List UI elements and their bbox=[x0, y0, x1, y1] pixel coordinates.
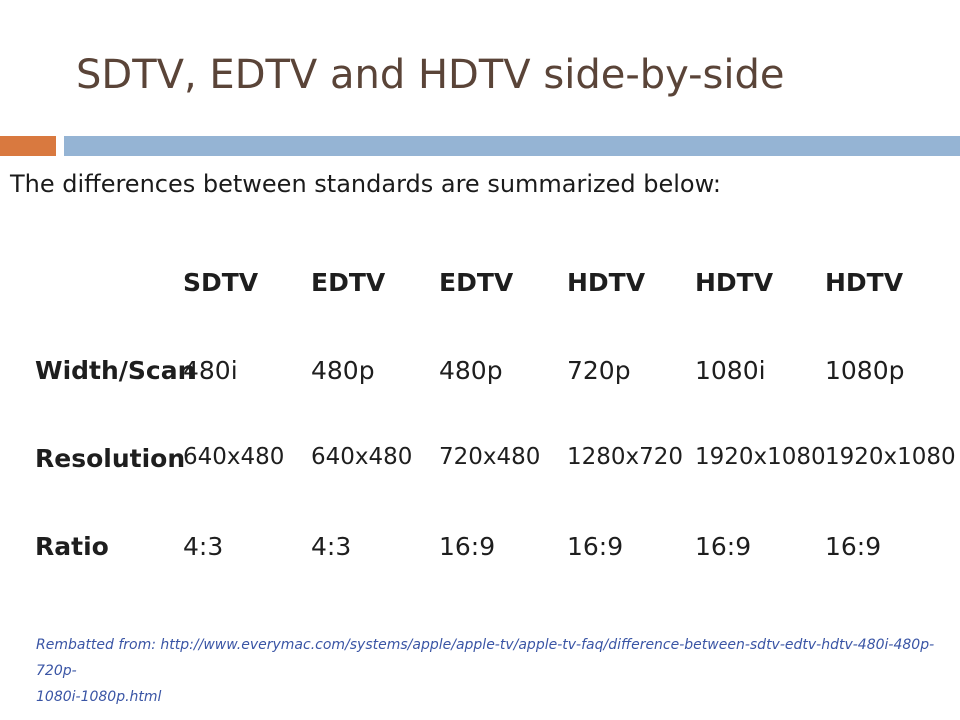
slide-title: SDTV, EDTV and HDTV side-by-side bbox=[76, 52, 785, 98]
column-header: HDTV bbox=[567, 268, 646, 297]
table-cell: 16:9 bbox=[825, 532, 882, 561]
table-cell: 16:9 bbox=[567, 532, 624, 561]
intro-text: The differences between standards are su… bbox=[10, 170, 722, 198]
column-header: HDTV bbox=[695, 268, 774, 297]
table-cell: 4:3 bbox=[183, 532, 224, 561]
source-line[interactable]: 1080i-1080p.html bbox=[36, 689, 162, 705]
table-cell: 640x480 bbox=[183, 444, 285, 470]
row-label: Width/Scan bbox=[35, 356, 196, 385]
table-cell: 720p bbox=[567, 356, 631, 385]
table-cell: 16:9 bbox=[439, 532, 496, 561]
column-header: HDTV bbox=[825, 268, 904, 297]
table-cell: 1080p bbox=[825, 356, 905, 385]
table-cell: 480p bbox=[311, 356, 375, 385]
table-cell: 1080i bbox=[695, 356, 766, 385]
row-label: Resolution bbox=[35, 444, 186, 473]
accent-bar-orange bbox=[0, 136, 56, 156]
table-cell: 640x480 bbox=[311, 444, 413, 470]
table-cell: 1920x1080 bbox=[695, 444, 826, 470]
table-cell: 16:9 bbox=[695, 532, 752, 561]
table-cell: 480p bbox=[439, 356, 503, 385]
table-cell: 480i bbox=[183, 356, 238, 385]
source-line[interactable]: Rembatted from: http://www.everymac.com/… bbox=[36, 637, 935, 679]
table-cell: 1920x1080 bbox=[825, 444, 956, 470]
column-header: EDTV bbox=[439, 268, 514, 297]
accent-bar-blue bbox=[64, 136, 960, 156]
column-header: SDTV bbox=[183, 268, 259, 297]
table-cell: 1280x720 bbox=[567, 444, 684, 470]
column-header: EDTV bbox=[311, 268, 386, 297]
table-cell: 720x480 bbox=[439, 444, 541, 470]
row-label: Ratio bbox=[35, 532, 109, 561]
table-cell: 4:3 bbox=[311, 532, 352, 561]
source-citation[interactable]: Rembatted from: http://www.everymac.com/… bbox=[36, 632, 936, 710]
